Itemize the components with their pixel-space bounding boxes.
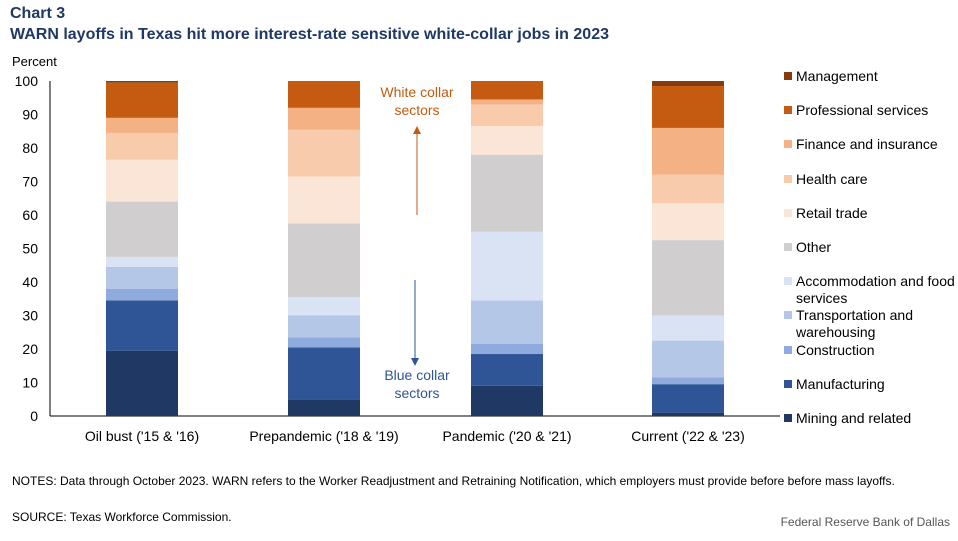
- legend-label: Other: [796, 239, 832, 255]
- bar-segment: [652, 81, 724, 87]
- bar-segment: [288, 347, 360, 400]
- bar-segment: [471, 99, 543, 105]
- legend-label: Retail trade: [796, 205, 868, 221]
- legend-label: Professional services: [796, 102, 929, 118]
- bar-segment: [471, 126, 543, 155]
- y-tick-label: 50: [22, 241, 38, 257]
- bar-segment: [288, 107, 360, 130]
- bar-segment: [471, 385, 543, 416]
- bar-segment: [106, 288, 178, 301]
- y-tick-label: 60: [22, 207, 38, 223]
- bar-segment: [471, 154, 543, 232]
- bar-segment: [106, 256, 178, 267]
- chart-title: WARN layoffs in Texas hit more interest-…: [10, 26, 609, 43]
- bar-segment: [471, 343, 543, 355]
- bar-segment: [106, 266, 178, 289]
- legend-label: Health care: [796, 171, 868, 187]
- bar-segment: [471, 300, 543, 344]
- bar-segment: [652, 240, 724, 316]
- x-tick-label: Oil bust ('15 & '16): [85, 428, 199, 444]
- bar-segment: [106, 117, 178, 133]
- bar-segment: [106, 300, 178, 351]
- bar-segment: [652, 127, 724, 175]
- bar-segment: [652, 384, 724, 413]
- credit: Federal Reserve Bank of Dallas: [780, 515, 950, 529]
- bar-segment: [106, 159, 178, 202]
- legend-label: Manufacturing: [796, 376, 885, 392]
- y-tick-label: 10: [22, 375, 38, 391]
- bar-segment: [288, 337, 360, 348]
- legend-label: Management: [796, 68, 878, 84]
- bar-segment: [652, 412, 724, 416]
- legend-swatch: [784, 140, 792, 148]
- bar-segment: [288, 223, 360, 298]
- bar-segment: [288, 297, 360, 316]
- bar-segment: [288, 315, 360, 338]
- y-tick-label: 70: [22, 174, 38, 190]
- bar-segment: [471, 104, 543, 127]
- legend-swatch: [784, 380, 792, 388]
- legend-label: Finance and insurance: [796, 136, 938, 152]
- bar-segment: [288, 399, 360, 416]
- legend-label: Accommodation and food services: [796, 273, 955, 306]
- legend-label: Mining and related: [796, 410, 912, 426]
- bar-segment: [652, 340, 724, 378]
- source: SOURCE: Texas Workforce Commission.: [12, 510, 232, 524]
- bar-segment: [652, 315, 724, 341]
- legend-swatch: [784, 175, 792, 183]
- y-tick-label: 30: [22, 308, 38, 324]
- y-tick-label: 20: [22, 341, 38, 357]
- blue-collar-annotation: Blue collar sectors: [384, 367, 450, 401]
- bar-segment: [471, 81, 543, 100]
- bar-segment: [288, 176, 360, 224]
- legend-swatch: [784, 209, 792, 217]
- x-tick-label: Pandemic ('20 & '21): [442, 428, 571, 444]
- bar-segment: [471, 231, 543, 301]
- legend-swatch: [784, 311, 792, 319]
- bar-segment: [288, 129, 360, 177]
- bar-segment: [471, 354, 543, 386]
- x-tick-label: Prepandemic ('18 & '19): [249, 428, 398, 444]
- bar-segment: [652, 377, 724, 385]
- white-collar-annotation: White collar sectors: [380, 84, 454, 118]
- y-tick-label: 40: [22, 274, 38, 290]
- bar-segment: [106, 201, 178, 257]
- notes: NOTES: Data through October 2023. WARN r…: [12, 474, 895, 488]
- bar-segment: [652, 203, 724, 241]
- legend-label: Transportation and warehousing: [796, 307, 913, 340]
- legend-swatch: [784, 414, 792, 422]
- legend-swatch: [784, 346, 792, 354]
- bar-segment: [106, 132, 178, 160]
- legend-label: Construction: [796, 342, 875, 358]
- bar-segment: [106, 82, 178, 118]
- bar-segment: [106, 81, 178, 83]
- y-tick-label: 0: [30, 408, 38, 424]
- y-tick-label: 100: [15, 73, 39, 89]
- y-tick-label: 80: [22, 140, 38, 156]
- bar-segment: [106, 350, 178, 416]
- legend-swatch: [784, 277, 792, 285]
- bar-segment: [288, 81, 360, 108]
- y-axis-label: Percent: [12, 54, 57, 69]
- bar-segment: [652, 86, 724, 128]
- legend-swatch: [784, 72, 792, 80]
- legend-swatch: [784, 243, 792, 251]
- legend-swatch: [784, 106, 792, 114]
- y-tick-label: 90: [22, 107, 38, 123]
- bar-segment: [652, 174, 724, 204]
- x-tick-label: Current ('22 & '23): [631, 428, 745, 444]
- chart-label: Chart 3: [10, 5, 66, 22]
